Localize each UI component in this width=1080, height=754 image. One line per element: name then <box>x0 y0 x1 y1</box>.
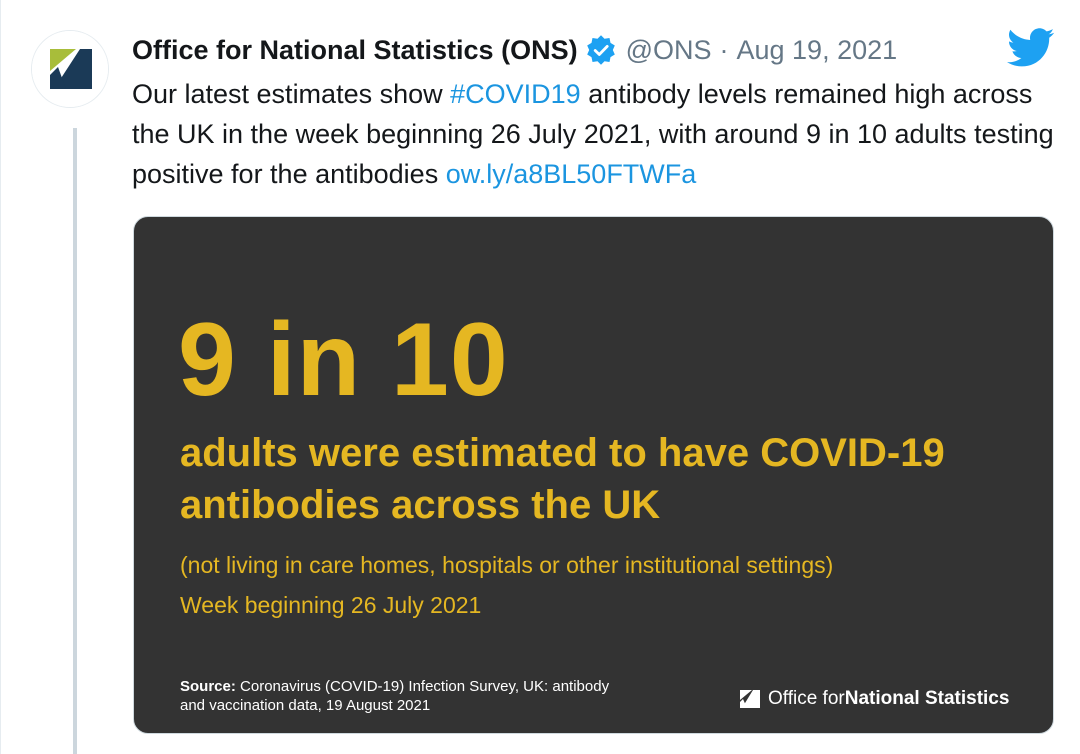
ons-mark-icon <box>740 690 760 708</box>
ons-wordmark-bold: National Statistics <box>844 688 1010 709</box>
url-link[interactable]: ow.ly/a8BL50FTWFa <box>445 159 697 189</box>
ons-wordmark: Office for National Statistics <box>738 687 1009 711</box>
tweet-text: Our latest estimates show #COVID19 antib… <box>132 74 1062 194</box>
hashtag-link[interactable]: #COVID19 <box>450 79 581 109</box>
ons-wordmark-regular: Office for <box>768 688 845 709</box>
twitter-bird-icon[interactable] <box>1007 28 1055 68</box>
media-headline: adults were estimated to have COVID-19 a… <box>180 431 945 527</box>
avatar[interactable] <box>31 30 109 108</box>
tweet-header: Office for National Statistics (ONS) @ON… <box>132 32 897 68</box>
tweet-text-part1: Our latest estimates show <box>132 79 451 109</box>
thread-line <box>73 128 77 754</box>
author-handle[interactable]: @ONS <box>625 34 712 65</box>
author-display-name[interactable]: Office for National Statistics (ONS) <box>132 34 578 65</box>
verified-badge-icon <box>586 35 616 65</box>
tweet-date[interactable]: Aug 19, 2021 <box>736 34 898 65</box>
media-card[interactable]: 9 in 10 adults were estimated to have CO… <box>133 216 1054 734</box>
media-source: Source: Coronavirus (COVID-19) Infection… <box>180 677 620 715</box>
source-label: Source: <box>180 678 236 695</box>
media-week: Week beginning 26 July 2021 <box>180 592 482 618</box>
tweet-text-part2: antibody levels remained high across the… <box>132 79 1054 189</box>
big-stat: 9 in 10 <box>178 302 509 418</box>
header-separator: · <box>719 34 729 65</box>
ons-logo-icon <box>32 31 108 107</box>
source-text: Coronavirus (COVID-19) Infection Survey,… <box>180 678 610 714</box>
media-subnote: (not living in care homes, hospitals or … <box>180 552 834 578</box>
